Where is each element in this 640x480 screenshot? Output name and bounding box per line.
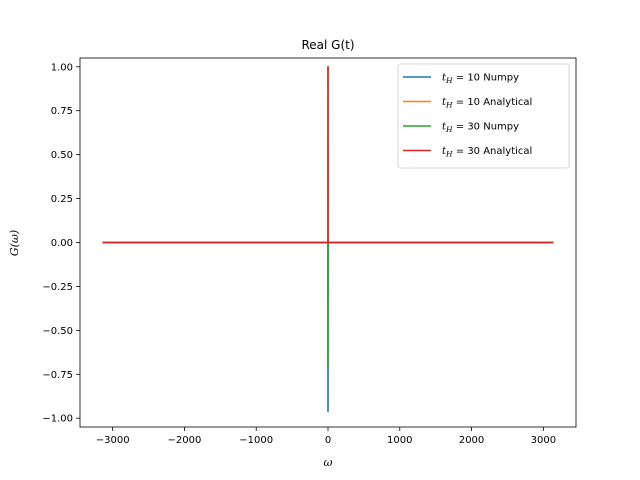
legend-label-1: tH = 10 Numpy bbox=[442, 73, 519, 86]
y-axis-label: G(ω) bbox=[8, 230, 21, 256]
y-tick-label: 0.75 bbox=[51, 106, 73, 117]
x-tick-label: 2000 bbox=[459, 435, 484, 446]
chart-title: Real G(t) bbox=[301, 38, 354, 52]
legend-box bbox=[397, 63, 570, 169]
legend-label-3: tH = 30 Numpy bbox=[442, 122, 519, 135]
series-line-3 bbox=[102, 241, 554, 369]
x-tick-label: 0 bbox=[325, 435, 331, 446]
y-axis: −1.00 −0.75 −0.50 −0.25 0.00 0.25 0.50 0.75 1.00 bbox=[42, 62, 80, 425]
y-tick-label: 0.50 bbox=[51, 150, 73, 161]
legend: tH = 10 Numpy tH = 10 Analytical tH = 30 N… bbox=[397, 63, 570, 169]
x-axis: −3000 −2000 −1000 0 1000 2000 3000 bbox=[96, 427, 556, 446]
x-tick-label: 1000 bbox=[387, 435, 412, 446]
x-tick-label: −3000 bbox=[96, 435, 130, 446]
y-tick-label: −0.50 bbox=[42, 326, 73, 337]
y-tick-label: 1.00 bbox=[51, 62, 73, 73]
series-line-4 bbox=[102, 65, 554, 244]
legend-label-4: tH = 30 Analytical bbox=[442, 146, 532, 159]
x-tick-label: −1000 bbox=[239, 435, 273, 446]
plot-lines bbox=[102, 65, 554, 412]
y-tick-label: −0.25 bbox=[42, 282, 73, 293]
x-tick-label: 3000 bbox=[531, 435, 556, 446]
x-axis-label: ω bbox=[324, 456, 333, 469]
y-tick-label: −0.75 bbox=[42, 370, 73, 381]
y-tick-label: 0.25 bbox=[51, 194, 73, 205]
y-tick-label: 0.00 bbox=[51, 238, 73, 249]
y-tick-label: −1.00 bbox=[42, 414, 73, 425]
x-tick-label: −2000 bbox=[168, 435, 202, 446]
legend-label-2: tH = 10 Analytical bbox=[442, 97, 532, 110]
